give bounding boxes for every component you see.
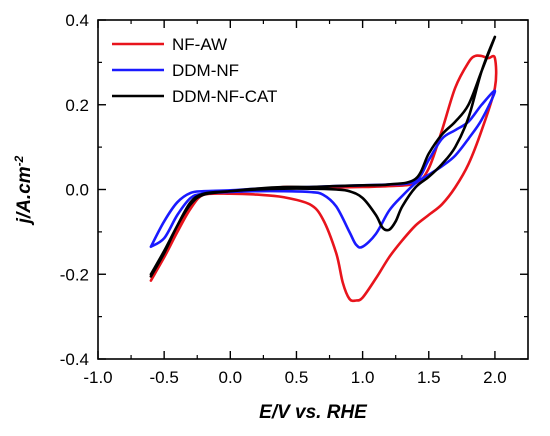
series-line-ddm-nf-cat — [149, 35, 497, 278]
y-axis-title-main: j/A.cm — [14, 166, 35, 226]
y-tick-label: -0.2 — [60, 265, 89, 284]
legend: NF-AW DDM-NF DDM-NF-CAT — [112, 35, 277, 106]
y-axis-title: j/A.cm-2 — [12, 155, 35, 226]
x-tick-label: 2.0 — [483, 368, 507, 387]
x-tick-label: 1.5 — [417, 368, 441, 387]
plot-lines — [149, 35, 498, 303]
y-tick-label: 0.0 — [65, 181, 89, 200]
x-axis-title: E/V vs. RHE — [259, 402, 368, 423]
y-axis-title-superscript: -2 — [12, 155, 26, 166]
x-tick-label: 0.0 — [218, 368, 242, 387]
y-axis-ticks: -0.4 -0.2 0.0 0.2 0.4 — [60, 11, 528, 369]
y-tick-label: 0.2 — [65, 96, 89, 115]
legend-label: DDM-NF-CAT — [172, 87, 277, 106]
series-line-ddm-nf — [149, 89, 497, 249]
x-tick-label: -0.5 — [150, 368, 179, 387]
x-tick-label: 1.0 — [351, 368, 375, 387]
y-tick-label: 0.4 — [65, 11, 89, 30]
legend-label: NF-AW — [172, 35, 227, 54]
y-tick-label: -0.4 — [60, 350, 89, 369]
legend-label: DDM-NF — [172, 61, 239, 80]
x-tick-label: 0.5 — [285, 368, 309, 387]
x-axis-ticks: -1.0 -0.5 0.0 0.5 1.0 1.5 2.0 — [83, 20, 507, 387]
x-tick-label: -1.0 — [83, 368, 112, 387]
